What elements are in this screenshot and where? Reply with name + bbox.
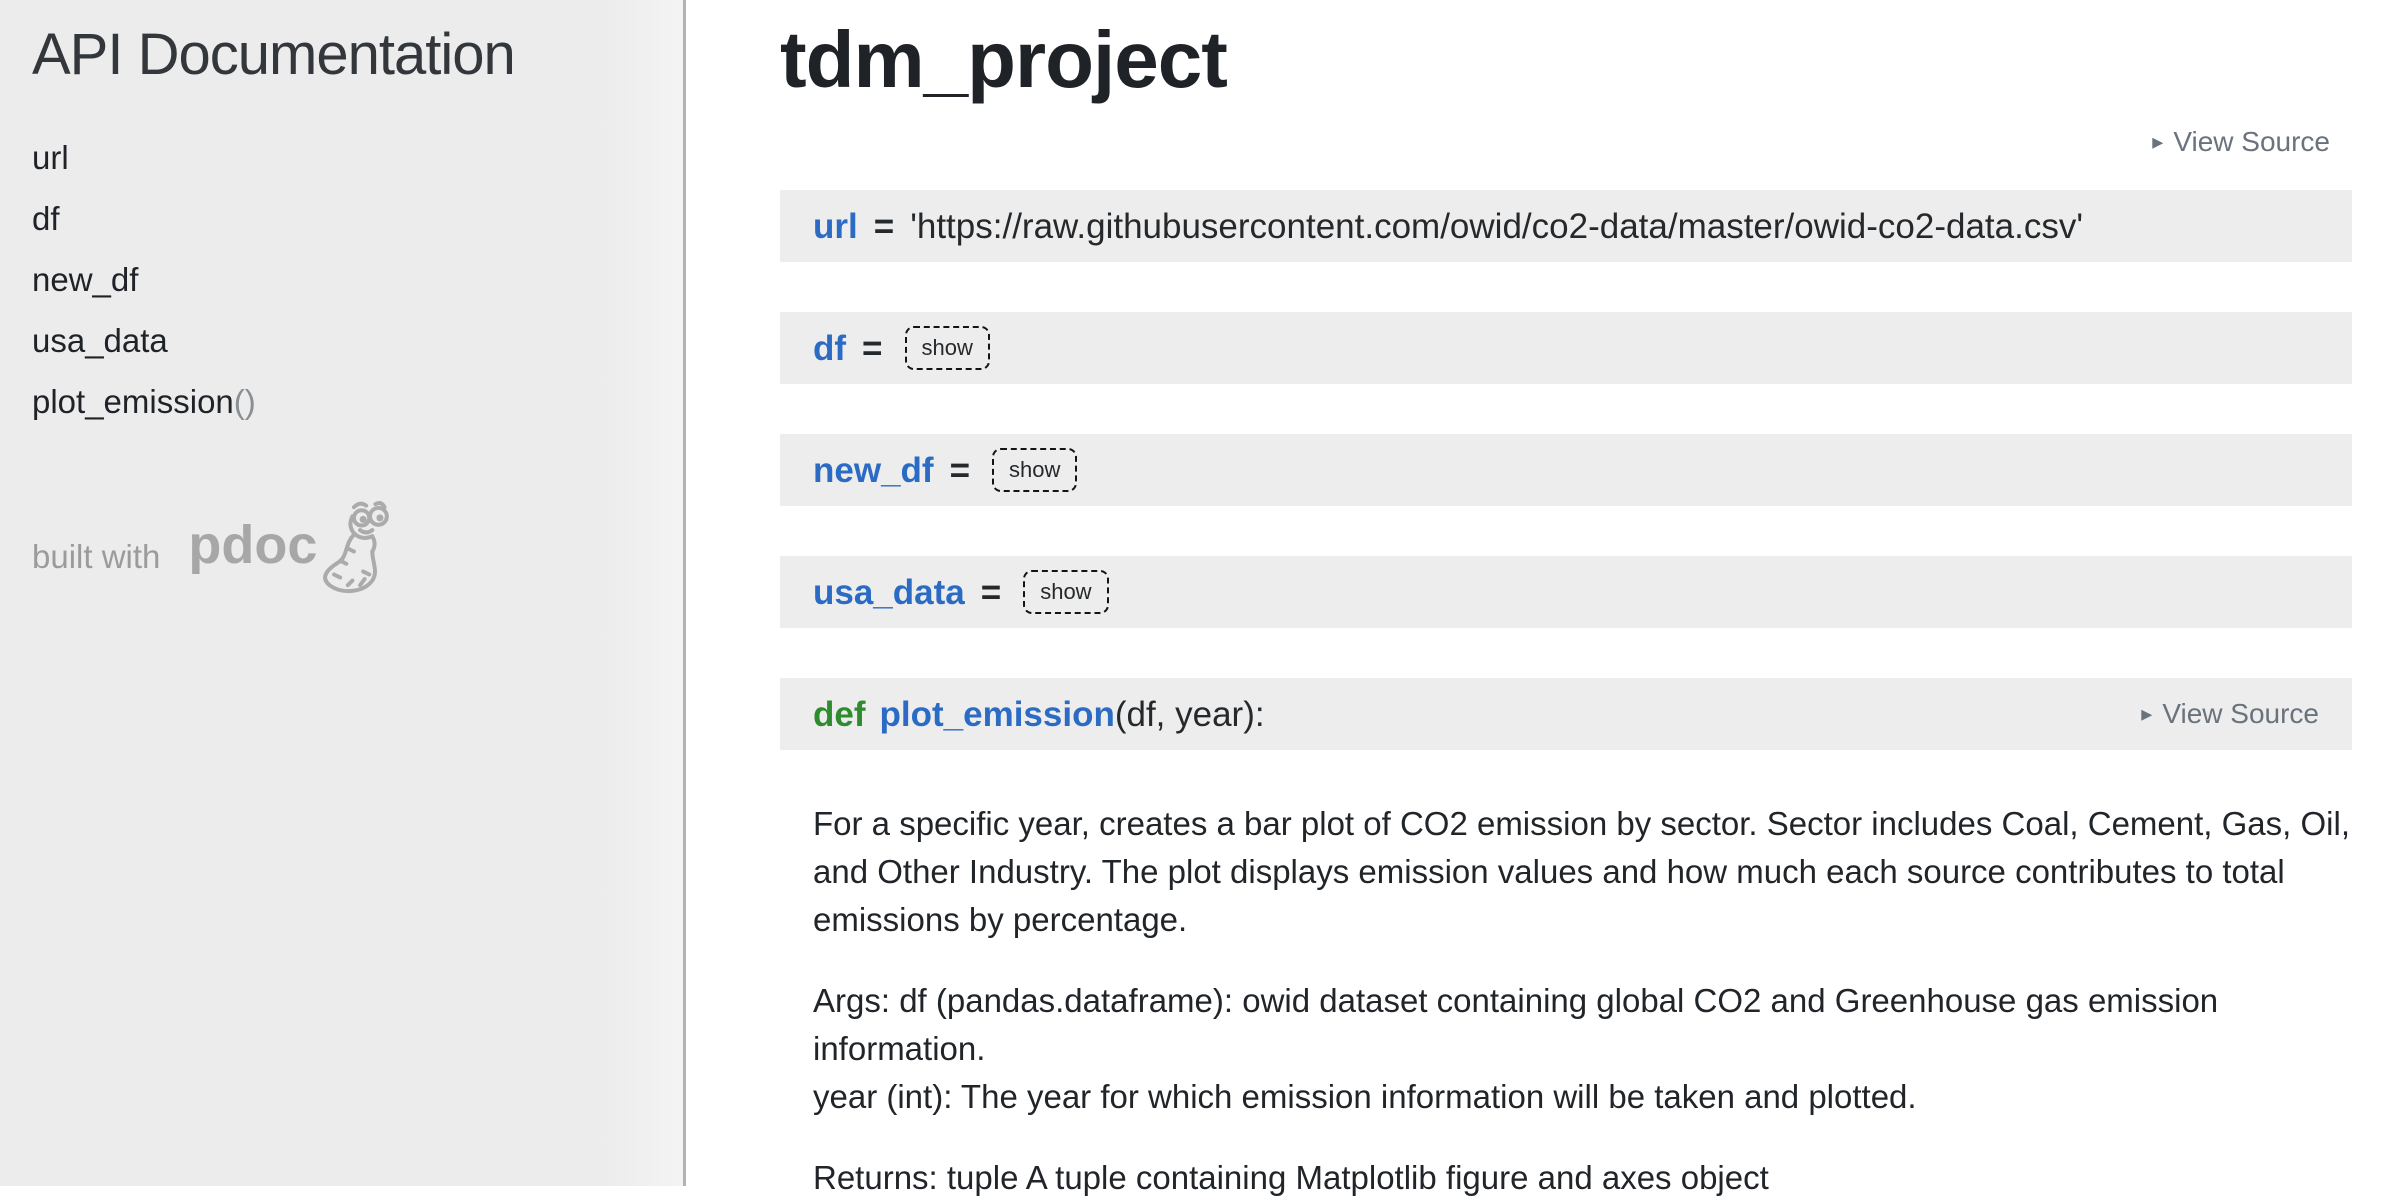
triangle-icon: ▸: [2152, 129, 2164, 154]
equals-sign: =: [873, 206, 895, 246]
module-view-source-row: ▸ View Source: [780, 128, 2330, 156]
page-title: tdm_project: [780, 15, 1228, 104]
equals-sign: =: [949, 450, 971, 490]
sidebar-item-usa-data-link[interactable]: usa_data: [32, 321, 168, 359]
module-view-source-link[interactable]: ▸ View Source: [2152, 126, 2330, 157]
main-content: tdm_project ▸ View Source url = 'https://…: [686, 0, 2396, 1196]
built-with: built with pdoc: [32, 500, 653, 610]
function-view-source-link[interactable]: ▸ View Source: [2141, 698, 2319, 729]
pdoc-logo-text: pdoc: [188, 514, 318, 575]
attr-row-url: url = 'https://raw.githubusercontent.com…: [780, 190, 2352, 262]
pdoc-logo-link[interactable]: pdoc: [188, 500, 403, 610]
sidebar-item-usa-data[interactable]: usa_data: [32, 324, 653, 357]
sidebar-item-new-df[interactable]: new_df: [32, 263, 653, 296]
sidebar-item-df-link[interactable]: df: [32, 199, 60, 237]
function-parens: (): [233, 382, 256, 420]
show-button-new-df[interactable]: show: [992, 448, 1078, 492]
def-keyword: def: [813, 694, 866, 734]
docstring-paragraph-returns: Returns: tuple A tuple containing Matplo…: [813, 1159, 1769, 1196]
attr-row-usa-data: usa_data = show: [780, 556, 2352, 628]
sidebar-item-df[interactable]: df: [32, 202, 653, 235]
sidebar-item-plot-emission[interactable]: plot_emission(): [32, 385, 653, 418]
sidebar-item-url[interactable]: url: [32, 141, 653, 174]
sidebar-item-url-link[interactable]: url: [32, 138, 69, 176]
pdoc-snake-icon: [311, 498, 403, 610]
show-button-usa-data[interactable]: show: [1023, 570, 1109, 614]
triangle-icon: ▸: [2141, 701, 2153, 726]
var-name-df: df: [813, 328, 847, 368]
equals-sign: =: [862, 328, 883, 368]
sidebar: API Documentation url df new_df usa_data…: [0, 0, 686, 1186]
sidebar-title: API Documentation: [32, 22, 516, 87]
function-name-plot-emission: plot_emission: [879, 694, 1115, 734]
built-with-label: built with: [32, 537, 161, 575]
var-value-url: 'https://raw.githubusercontent.com/owid/…: [910, 206, 2084, 246]
attr-row-new-df: new_df = show: [780, 434, 2352, 506]
sidebar-item-new-df-link[interactable]: new_df: [32, 260, 139, 298]
function-signature: (df, year):: [1114, 694, 1265, 734]
docstring-paragraph-args: Args: df (pandas.dataframe): owid datase…: [813, 982, 2219, 1115]
var-name-url: url: [813, 206, 858, 246]
attr-row-df: df = show: [780, 312, 2352, 384]
var-name-new-df: new_df: [813, 450, 934, 490]
docstring: For a specific year, creates a bar plot …: [780, 800, 2352, 1202]
equals-sign: =: [980, 572, 1002, 612]
docstring-paragraph-summary: For a specific year, creates a bar plot …: [813, 805, 2350, 938]
attr-row-plot-emission: def plot_emission (df, year): ▸ View Sour…: [780, 678, 2352, 750]
var-name-usa-data: usa_data: [813, 572, 965, 612]
show-button-df[interactable]: show: [904, 326, 990, 370]
sidebar-nav: url df new_df usa_data plot_emission(): [32, 141, 653, 418]
sidebar-item-plot-emission-link[interactable]: plot_emission(): [32, 382, 256, 420]
